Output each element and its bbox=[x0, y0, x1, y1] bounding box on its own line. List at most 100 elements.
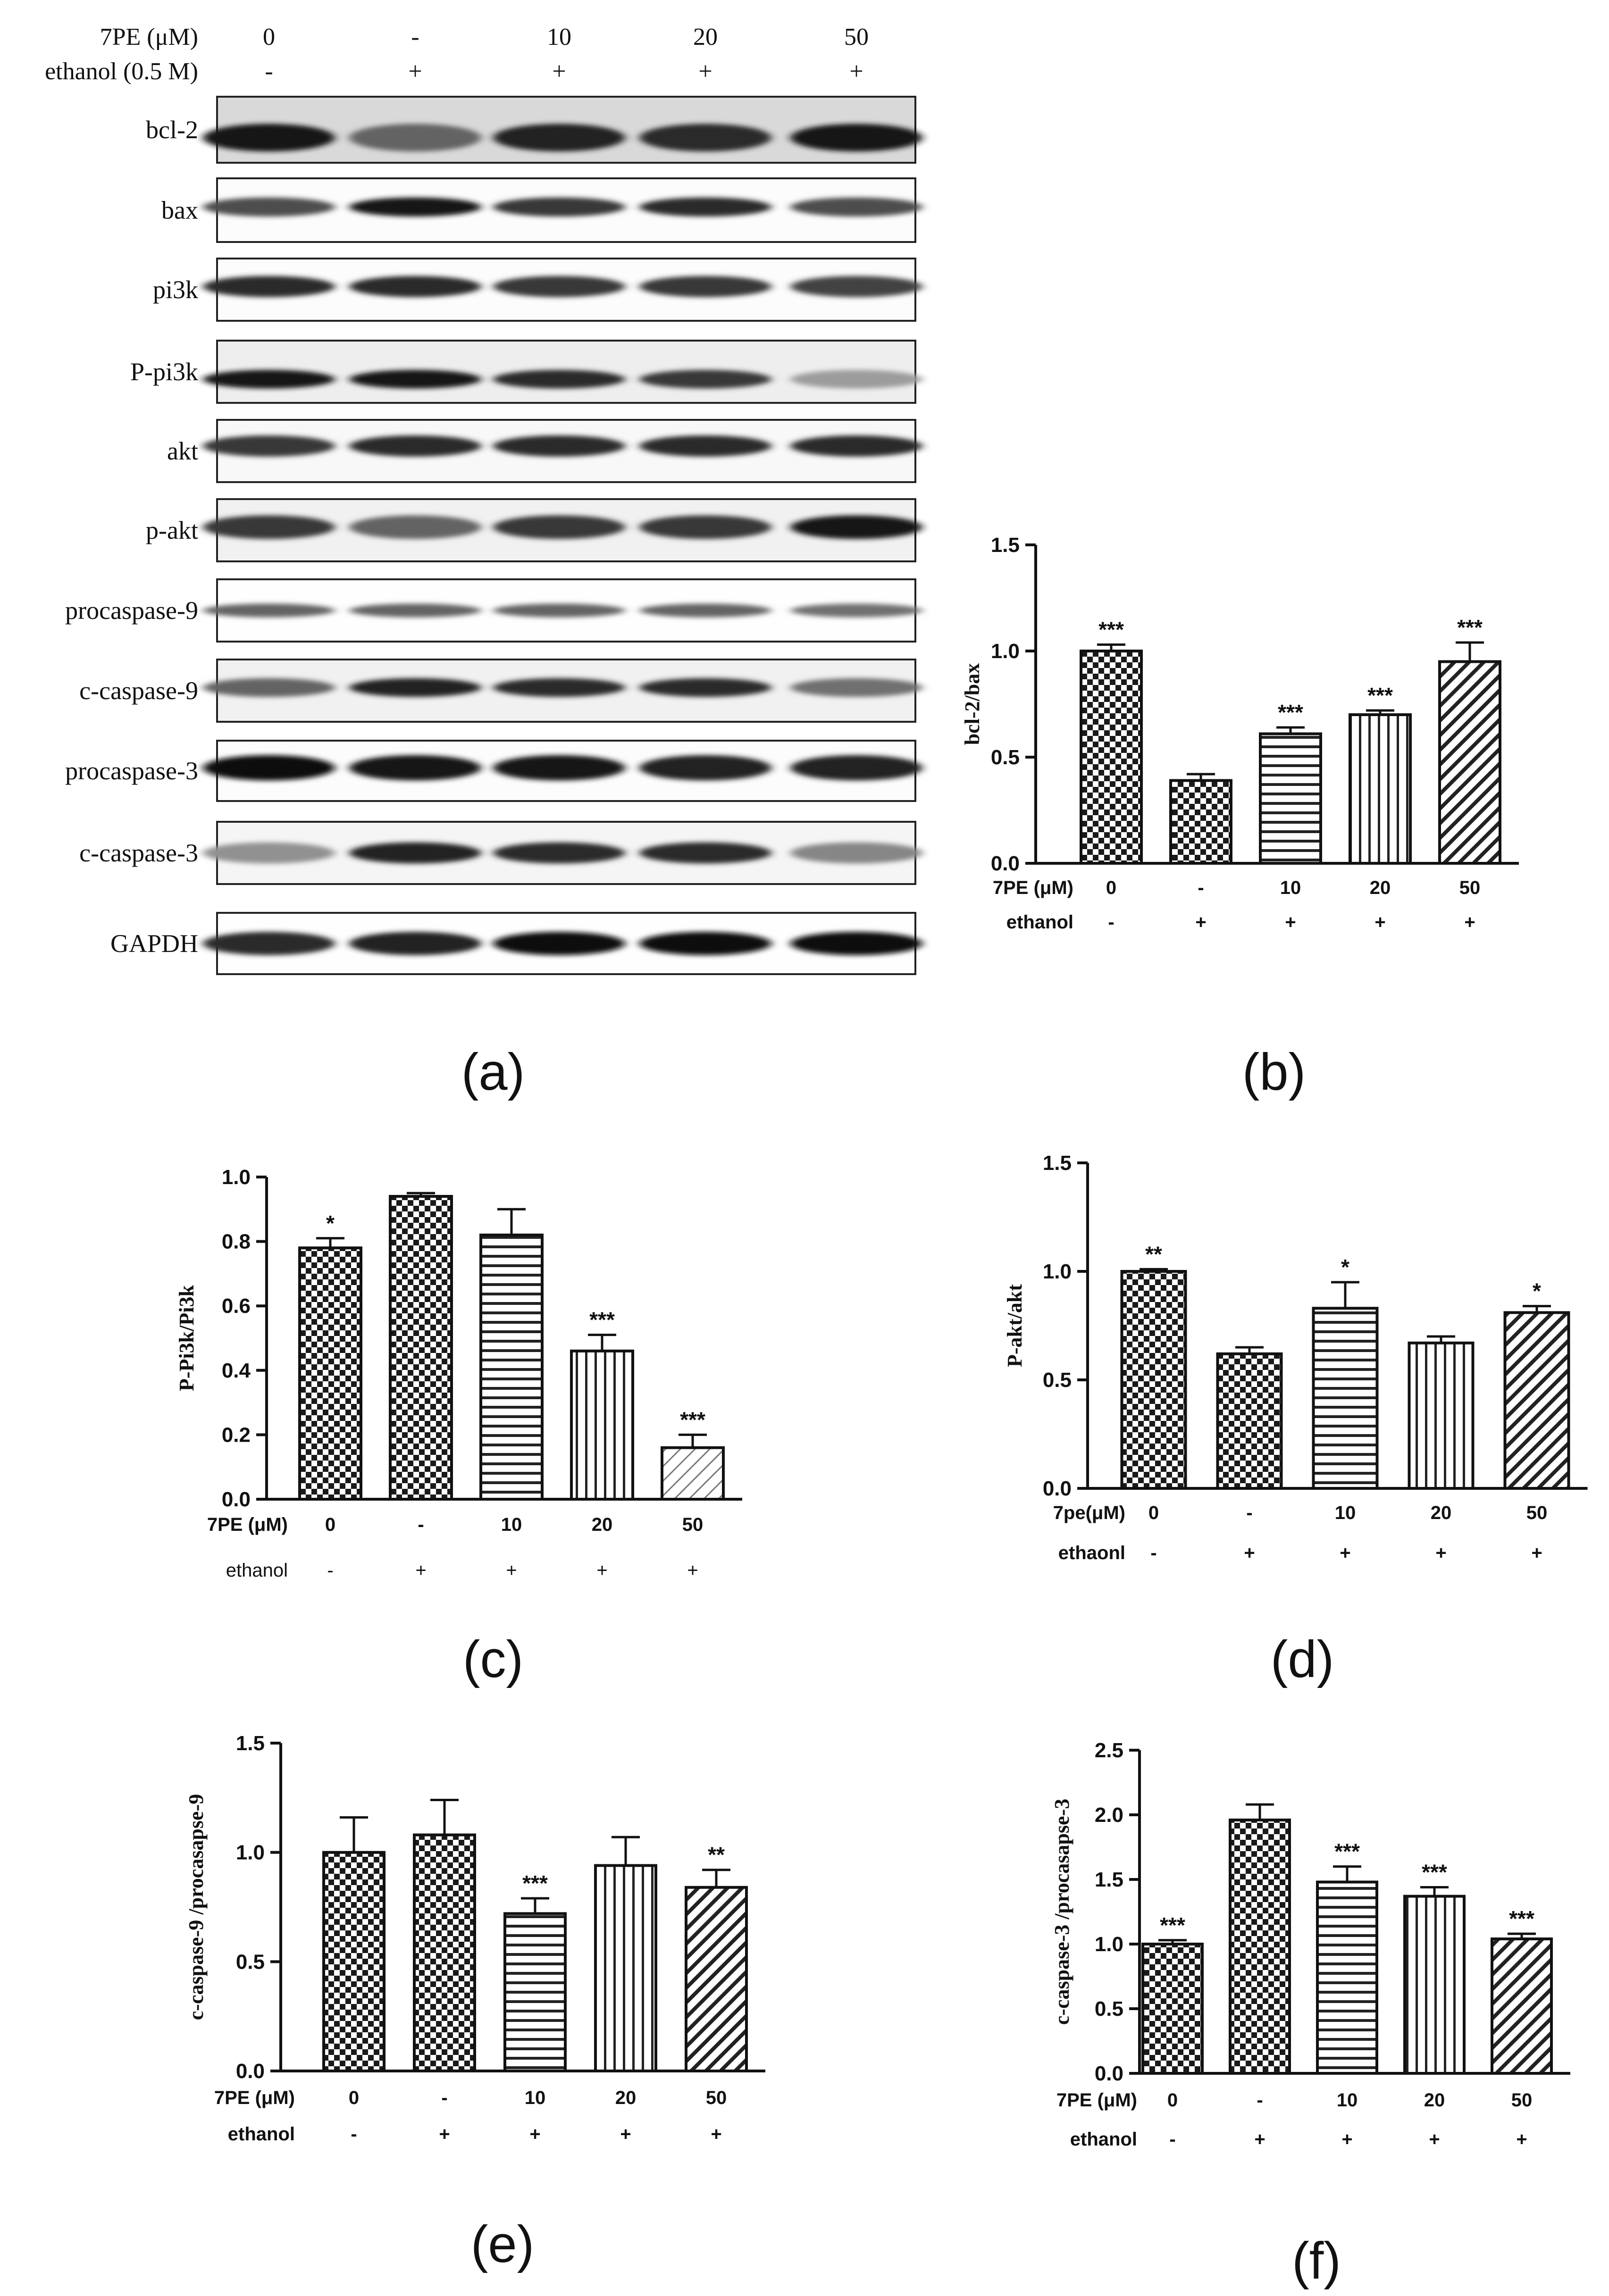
blot-band bbox=[639, 276, 771, 297]
blot-band bbox=[790, 842, 922, 864]
category-label: 0 bbox=[325, 1514, 335, 1535]
y-axis-label: c-caspase-9 /procasapse-9 bbox=[184, 1794, 208, 2020]
blot-band bbox=[639, 842, 771, 864]
blot-band bbox=[349, 755, 481, 781]
blot-band bbox=[493, 197, 625, 217]
significance-label: *** bbox=[1098, 618, 1124, 642]
blot-band bbox=[349, 603, 481, 618]
significance-label: *** bbox=[1422, 1860, 1447, 1884]
panel-caption: (b) bbox=[1242, 1043, 1306, 1101]
chart-f: 0.0 0.5 1.0 1.5 2.0 2.5 c-caspase-3 /procasaps… bbox=[1050, 1739, 1570, 2290]
bar-chart-panels: 0.00.51.01.5bcl-2/bax***0--+***10+***20+… bbox=[175, 534, 1588, 2290]
bar bbox=[685, 1886, 748, 2073]
bar bbox=[1141, 1943, 1204, 2075]
bar bbox=[1503, 1311, 1570, 1490]
significance-label: *** bbox=[1457, 615, 1483, 640]
blot-band bbox=[639, 678, 771, 697]
category-label: 0 bbox=[1148, 1503, 1159, 1523]
bar bbox=[322, 1851, 385, 2073]
category-label: 50 bbox=[706, 2087, 727, 2108]
bar bbox=[1312, 1307, 1379, 1490]
category-label: 0 bbox=[1167, 2090, 1178, 2111]
blot-band bbox=[493, 124, 625, 152]
panel-caption: (f) bbox=[1292, 2232, 1341, 2290]
y-tick-label: 0.6 bbox=[222, 1294, 251, 1318]
western-blot-panel: 7PE (μM) 0 - 10 20 50 ethanol (0.5 M) - + + + + bcl-… bbox=[45, 24, 922, 1101]
chart-d: 0.0 0.5 1.0 1.5 P-akt/akt ** 0 - - + * 10 +20 + * 50 +7p… bbox=[1003, 1152, 1588, 1688]
blot-header-value: + bbox=[408, 58, 422, 85]
blot-band bbox=[493, 515, 625, 539]
significance-label: * bbox=[326, 1211, 335, 1236]
significance-label: ** bbox=[1145, 1242, 1162, 1266]
ethanol-label: - bbox=[1108, 912, 1114, 933]
bar bbox=[1259, 732, 1322, 865]
y-tick-label: 0.0 bbox=[991, 852, 1020, 875]
blot-row-label: pi3k bbox=[153, 276, 198, 304]
blot-header-value: 50 bbox=[844, 24, 869, 50]
blot-band bbox=[349, 678, 481, 697]
ethanol-label: + bbox=[1244, 1543, 1255, 1563]
blot-band bbox=[639, 370, 771, 389]
bar bbox=[1408, 1341, 1475, 1490]
y-tick-label: 1.0 bbox=[236, 1841, 265, 1864]
row-label: ethanol bbox=[226, 1560, 288, 1581]
blot-band bbox=[639, 435, 771, 457]
blot-band bbox=[349, 515, 481, 539]
ethanol-label: + bbox=[1374, 912, 1385, 933]
blot-band bbox=[493, 603, 625, 618]
ethanol-label: + bbox=[439, 2124, 450, 2145]
significance-label: *** bbox=[1278, 700, 1303, 725]
blot-header-label: ethanol (0.5 M) bbox=[45, 58, 198, 85]
blot-band bbox=[349, 276, 481, 297]
blot-band bbox=[790, 276, 922, 297]
y-tick-label: 1.5 bbox=[236, 1732, 265, 1755]
blot-row-label: GAPDH bbox=[110, 929, 198, 958]
y-tick-label: 1.0 bbox=[991, 640, 1020, 663]
bar bbox=[503, 1912, 567, 2072]
panel-caption: (d) bbox=[1271, 1630, 1334, 1688]
bar bbox=[298, 1246, 362, 1501]
blot-band bbox=[493, 932, 625, 955]
bar bbox=[479, 1233, 544, 1501]
ethanol-label: - bbox=[351, 2124, 357, 2145]
blot-header-value: - bbox=[265, 58, 273, 85]
y-tick-label: 0.0 bbox=[222, 1488, 251, 1511]
blot-band bbox=[790, 932, 922, 955]
blot-band bbox=[790, 515, 922, 539]
significance-label: *** bbox=[522, 1871, 548, 1895]
blot-row-label: c-caspase-3 bbox=[79, 839, 198, 867]
ethanol-label: - bbox=[1150, 1543, 1156, 1563]
bar bbox=[1169, 779, 1232, 865]
panel-caption: (e) bbox=[471, 2215, 534, 2273]
category-label: 0 bbox=[1106, 877, 1116, 898]
category-label: - bbox=[418, 1514, 424, 1535]
blot-row-label: P-pi3k bbox=[130, 358, 198, 386]
blot-row-label: bcl-2 bbox=[146, 116, 198, 144]
ethanol-label: + bbox=[1531, 1543, 1542, 1563]
category-label: 20 bbox=[1370, 877, 1391, 898]
category-label: 10 bbox=[1280, 877, 1301, 898]
blot-header-value: 0 bbox=[263, 24, 275, 50]
category-label: 20 bbox=[615, 2087, 637, 2108]
ethanol-label: + bbox=[506, 1560, 517, 1581]
blot-row-label: procaspase-9 bbox=[65, 596, 198, 625]
y-tick-label: 0.5 bbox=[1095, 1997, 1123, 2020]
chart-b: 0.0 0.5 1.0 1.5 bcl-2/bax *** 0 - - + *** 10 + *** 20 +… bbox=[961, 534, 1519, 1101]
significance-label: *** bbox=[680, 1407, 705, 1432]
y-axis-label: P-Pi3k/Pi3k bbox=[175, 1285, 198, 1391]
blot-band bbox=[493, 370, 625, 389]
blot-header-value: + bbox=[849, 58, 863, 85]
ethanol-label: + bbox=[1435, 1543, 1446, 1563]
y-axis-label: c-caspase-3 /procasapse-3 bbox=[1050, 1799, 1073, 2025]
blot-band bbox=[203, 842, 335, 864]
category-label: 50 bbox=[682, 1514, 704, 1535]
significance-label: *** bbox=[1334, 1839, 1360, 1864]
blot-band bbox=[203, 932, 335, 955]
blot-band bbox=[349, 370, 481, 389]
category-label: 50 bbox=[1511, 2090, 1533, 2111]
blot-row-label: procaspase-3 bbox=[65, 757, 198, 785]
row-label: 7PE (μM) bbox=[207, 1514, 288, 1535]
category-label: - bbox=[1246, 1503, 1252, 1523]
bar bbox=[661, 1446, 725, 1501]
